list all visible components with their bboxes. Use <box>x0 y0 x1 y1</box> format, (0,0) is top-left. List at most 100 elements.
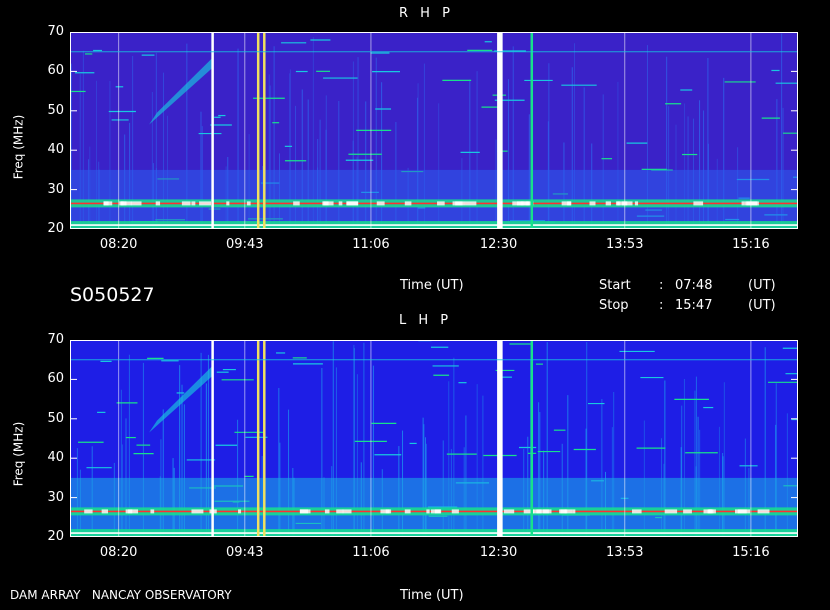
y-tick-label: 60 <box>47 371 64 387</box>
band-saturation <box>380 509 390 514</box>
stop-unit: (UT) <box>748 298 776 313</box>
band-saturation <box>342 509 352 514</box>
plot-frame <box>70 340 798 537</box>
y-tick-label: 30 <box>47 181 64 197</box>
band-saturation <box>181 201 191 206</box>
band-saturation <box>404 509 411 514</box>
band-saturation <box>503 509 515 514</box>
band-saturation <box>561 201 572 206</box>
x-tick-label: 15:16 <box>732 237 770 252</box>
band-saturation <box>523 509 535 514</box>
x-tick-label: 13:53 <box>606 545 644 560</box>
drifting-burst <box>149 365 213 433</box>
band-saturation <box>300 509 311 514</box>
band-saturation <box>346 201 358 206</box>
burst-line <box>263 32 266 229</box>
y-tick-label: 50 <box>47 102 64 118</box>
band-saturation <box>293 201 300 206</box>
y-tick-label: 40 <box>47 450 64 466</box>
time-axis-label-bottom: Time (UT) <box>400 588 464 603</box>
band-saturation <box>757 509 770 514</box>
band-saturation <box>708 509 712 514</box>
band-saturation <box>589 201 596 206</box>
x-tick-label: 09:43 <box>226 237 264 252</box>
x-tick-label: 12:30 <box>479 237 518 252</box>
band-saturation <box>737 509 747 514</box>
band-saturation <box>632 509 642 514</box>
band-saturation <box>543 509 552 514</box>
band-saturation <box>572 509 576 514</box>
y-tick-label: 20 <box>47 529 64 544</box>
band-saturation <box>426 509 430 514</box>
y-tick-label: 70 <box>47 24 64 39</box>
band-saturation <box>128 509 133 514</box>
band-saturation <box>709 509 716 514</box>
x-tick-label: 08:20 <box>99 237 138 252</box>
band-saturation <box>155 201 161 206</box>
burst-line <box>211 340 214 537</box>
x-tick-label: 12:30 <box>479 545 518 560</box>
band-saturation <box>617 201 628 206</box>
band-saturation <box>238 509 242 514</box>
stop-sep: : <box>659 298 664 313</box>
lhp-ylabel: Freq (MHz) <box>11 421 26 487</box>
band-saturation <box>437 201 445 206</box>
band-saturation <box>246 201 251 206</box>
time-axis-label-top: Time (UT) <box>400 278 464 293</box>
x-tick-label: 09:43 <box>226 545 264 560</box>
lhp-title: L H P <box>399 313 453 328</box>
stop-value: 15:47 <box>675 298 713 313</box>
start-value: 07:48 <box>675 278 713 293</box>
band-saturation <box>451 509 459 514</box>
burst-line <box>263 340 266 537</box>
rhp-ylabel: Freq (MHz) <box>11 114 26 180</box>
x-tick-label: 15:16 <box>732 545 770 560</box>
drifting-burst <box>149 57 213 125</box>
band-saturation <box>376 201 385 206</box>
start-label: Start <box>599 278 631 293</box>
band-saturation <box>101 509 109 514</box>
y-tick-label: 40 <box>47 142 64 158</box>
band-saturation <box>404 201 412 206</box>
band-saturation <box>512 201 524 206</box>
band-saturation <box>191 509 204 514</box>
start-unit: (UT) <box>748 278 776 293</box>
band-saturation <box>683 509 692 514</box>
burst-line <box>256 340 260 537</box>
band-saturation <box>560 509 568 514</box>
band-saturation <box>605 201 611 206</box>
burst-line <box>256 32 260 229</box>
band-saturation <box>634 201 639 206</box>
band-saturation <box>520 201 534 206</box>
y-tick-label: 60 <box>47 63 64 79</box>
band-saturation <box>103 201 109 206</box>
burst-line <box>530 340 534 537</box>
band-saturation <box>191 201 196 206</box>
y-tick-label: 20 <box>47 221 64 236</box>
footer-label: DAM ARRAY NANCAY OBSERVATORY <box>10 588 232 602</box>
observation-code: S050527 <box>70 284 155 306</box>
band-saturation <box>664 509 678 514</box>
x-tick-label: 11:06 <box>352 237 390 252</box>
burst-line <box>211 32 214 229</box>
band-saturation <box>226 201 230 206</box>
y-tick-label: 30 <box>47 489 64 505</box>
burst-line <box>530 32 534 229</box>
stop-label: Stop <box>599 298 629 313</box>
x-tick-label: 13:53 <box>606 237 644 252</box>
band-saturation <box>338 201 343 206</box>
x-tick-label: 11:06 <box>352 545 390 560</box>
band-saturation <box>323 201 329 206</box>
band-saturation <box>150 509 155 514</box>
band-saturation <box>741 201 745 206</box>
band-saturation <box>531 509 542 514</box>
band-saturation <box>567 201 572 206</box>
burst-line <box>500 32 503 229</box>
rhp-title: R H P <box>399 6 454 21</box>
band-saturation <box>336 509 344 514</box>
band-saturation <box>536 509 549 514</box>
band-saturation <box>324 509 330 514</box>
band-saturation <box>120 201 127 206</box>
band-saturation <box>455 201 465 206</box>
burst-line <box>500 340 503 537</box>
